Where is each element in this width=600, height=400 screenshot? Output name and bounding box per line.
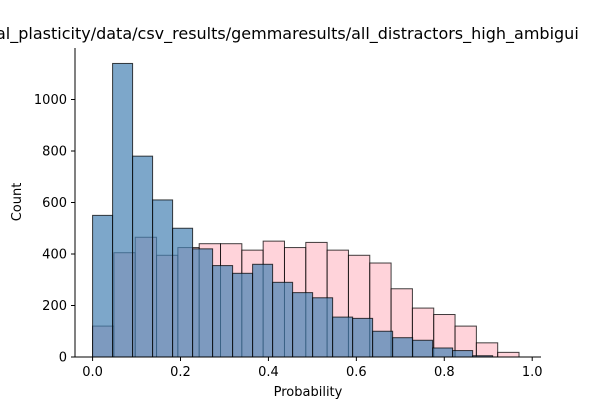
y-tick-label: 0 — [59, 351, 67, 366]
x-tick-label: 0.4 — [258, 365, 279, 380]
x-tick-label: 0.6 — [346, 365, 367, 380]
x-tick-label: 0.2 — [170, 365, 191, 380]
series-1-bar — [152, 199, 174, 358]
x-ticks: 0.0 0.2 0.4 0.6 0.8 1.0 — [82, 357, 543, 380]
series-1-bar — [272, 281, 294, 358]
series-1-bar — [112, 62, 134, 358]
x-axis-label: Probability — [274, 385, 343, 400]
x-tick-label: 0.8 — [434, 365, 455, 380]
series-1-bar — [192, 248, 214, 358]
series-1-bar — [132, 155, 154, 358]
y-axis-label: Count — [10, 183, 25, 222]
x-tick-label: 0.0 — [82, 365, 103, 380]
series-0-bar — [475, 342, 499, 358]
y-tick-label: 800 — [42, 145, 67, 160]
y-tick-label: 1000 — [34, 93, 67, 108]
series-1-bar — [292, 292, 314, 358]
series-1-bar — [252, 263, 274, 358]
chart-title-wrap: al_plasticity/data/csv_results/gemmaresu… — [0, 24, 600, 48]
y-ticks: 0 200 400 600 800 1000 — [34, 93, 75, 366]
series-1-bar — [432, 347, 454, 358]
series-1-bar — [92, 214, 114, 358]
y-tick-label: 600 — [42, 196, 67, 211]
series-1-bar — [312, 297, 334, 358]
series-1-bar — [332, 316, 354, 358]
chart-title: al_plasticity/data/csv_results/gemmaresu… — [0, 24, 579, 43]
series-1-bar — [452, 350, 474, 358]
series-0-bar — [497, 351, 520, 358]
series-1-bar — [392, 337, 414, 358]
series-1-bar — [232, 272, 254, 358]
bars-layer — [92, 62, 520, 358]
y-tick-label: 200 — [42, 299, 67, 314]
series-1-bar — [372, 330, 394, 358]
series-1-bar — [172, 227, 194, 358]
series-1-bar — [412, 339, 434, 358]
series-1-bar — [212, 265, 234, 358]
y-tick-label: 400 — [42, 248, 67, 263]
series-1-bar — [352, 317, 374, 358]
x-tick-label: 1.0 — [522, 365, 543, 380]
